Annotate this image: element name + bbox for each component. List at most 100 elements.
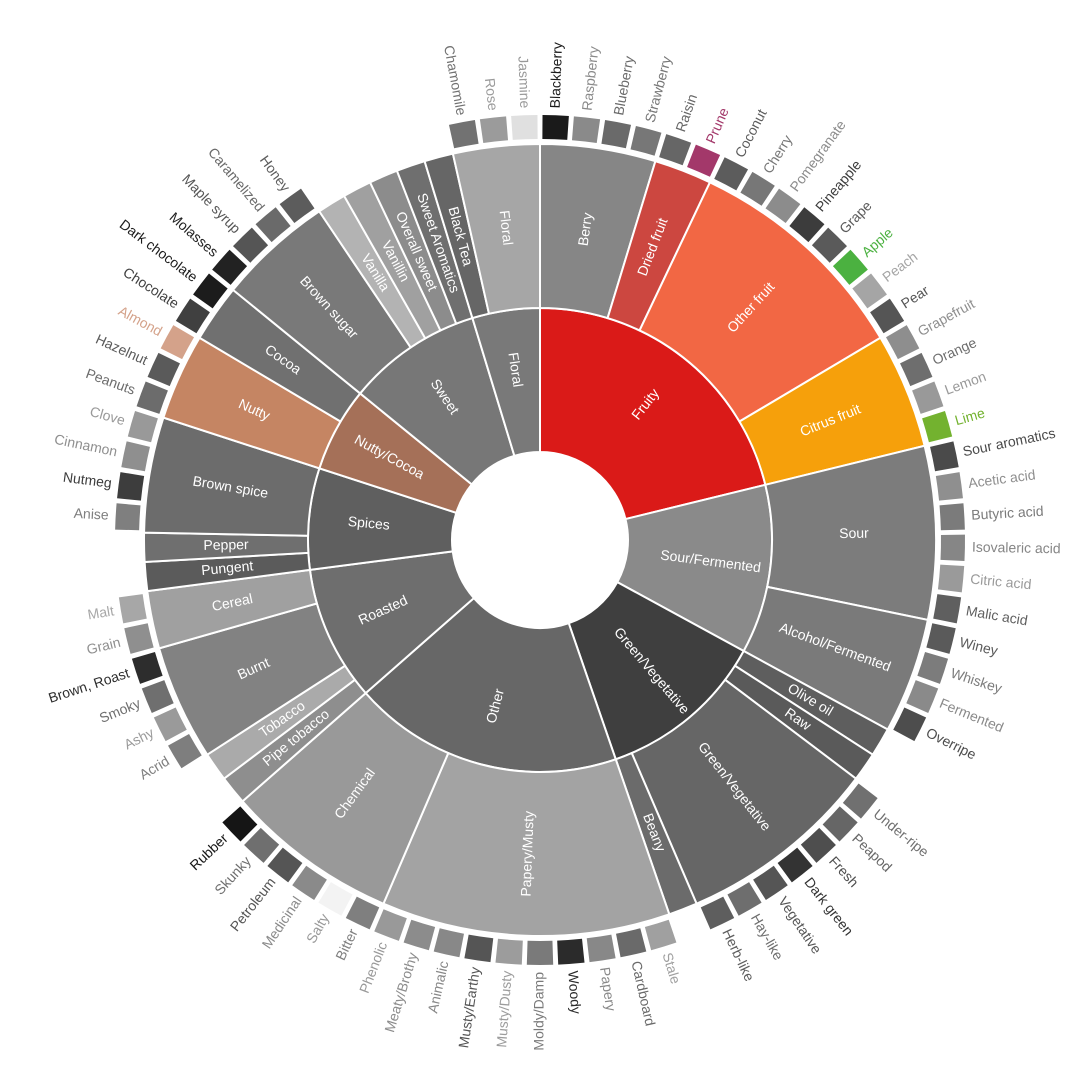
flavor-label: Acrid [136, 753, 172, 783]
flavor-tile [118, 594, 147, 624]
flavor-tile [318, 882, 353, 916]
flavor-label: Medicinal [258, 893, 304, 951]
flavor-tile [232, 227, 269, 263]
flavor-tile [557, 938, 585, 965]
flavor-label: Cinnamon [53, 431, 119, 460]
flavor-label: Cardboard [628, 959, 658, 1027]
flavor-label: Citric acid [970, 571, 1033, 593]
flavor-tile [832, 249, 868, 285]
flavor-label: Acetic acid [967, 466, 1036, 491]
flavor-tile [852, 273, 887, 309]
flavor-tile [279, 188, 315, 224]
flavor-label: Musty/Earthy [455, 966, 483, 1049]
flavor-tile [448, 120, 479, 149]
flavor-tile [153, 707, 187, 742]
flavor-tile [345, 896, 380, 930]
flavor-tile [526, 940, 554, 965]
flavor-label: Woody [565, 970, 584, 1014]
flavor-label: Nutmeg [62, 469, 113, 491]
flavor-label: Hazelnut [93, 331, 150, 368]
flavor-tile [930, 441, 959, 472]
flavor-tile [740, 171, 775, 206]
flavor-tile [714, 157, 749, 191]
flavor-tile [687, 144, 721, 177]
flavor-label: Winey [958, 634, 1000, 659]
flavor-tile [255, 207, 291, 243]
flavor-tile [141, 680, 174, 713]
flavor-tile [616, 928, 647, 958]
flavor-tile [495, 938, 523, 965]
flavor-label: Clove [88, 403, 127, 428]
flavor-tile [131, 652, 163, 684]
flavor-tile [906, 680, 939, 713]
flavor-label: Smoky [97, 695, 143, 726]
flavor-tile [601, 120, 632, 149]
flavor-tile [222, 806, 258, 842]
flavor-label: Ashy [121, 724, 156, 752]
flavor-tile [175, 298, 210, 334]
category-label: Floral [505, 351, 526, 388]
subcategory-label: Sour [839, 525, 869, 542]
flavor-tile [842, 783, 878, 819]
flavor-tile [939, 503, 965, 531]
flavor-label: Malt [86, 602, 115, 622]
flavor-tile [935, 472, 963, 501]
flavor-tile [127, 411, 158, 443]
flavor-tile [193, 273, 228, 309]
flavor-label: Honey [257, 152, 294, 194]
flavor-label: Peach [879, 248, 920, 285]
flavor-label: Strawberry [642, 55, 675, 125]
flavor-label: Phenolic [356, 939, 390, 995]
flavor-label: Malic acid [965, 602, 1029, 628]
flavor-label: Peanuts [84, 365, 138, 398]
flavor-tile [168, 733, 202, 769]
flavor-tile [160, 325, 195, 360]
flavor-label: Grapefruit [915, 295, 977, 339]
flavor-tile [822, 806, 858, 842]
flavor-label: Brown, Roast [46, 665, 131, 706]
flavor-tile [912, 381, 944, 414]
flavor-tile [115, 503, 141, 531]
flavor-label: Rose [482, 77, 502, 111]
flavor-tile [433, 928, 464, 958]
flavor-label: Meaty/Brothy [381, 951, 420, 1035]
flavor-tile [933, 594, 962, 624]
flavor-tile [147, 352, 180, 387]
flavor-label: Fermented [937, 695, 1006, 735]
flavor-tile [403, 919, 436, 951]
flavor-tile [644, 919, 677, 951]
flavor-tile [244, 827, 280, 863]
flavor-label: Raspberry [579, 45, 602, 111]
flavor-label: Anise [73, 505, 109, 523]
flavor-label: Isovaleric acid [972, 539, 1061, 557]
flavor-label: Butyric acid [971, 503, 1044, 523]
flavor-label: Hay-like [748, 911, 787, 963]
flavor-tile [753, 865, 788, 901]
flavor-label: Jasmine [515, 56, 533, 109]
flavor-label: Peapod [849, 830, 895, 875]
flavor-tile [900, 352, 933, 387]
subcategory-label: Floral [497, 209, 517, 246]
flavor-label: Lime [953, 404, 987, 428]
flavor-label: Musty/Dusty [493, 970, 515, 1048]
category-label: Spices [347, 513, 390, 533]
flavor-label: Lemon [942, 368, 988, 398]
flavor-tile [212, 249, 248, 285]
flavor-label: Sour aromatics [961, 425, 1056, 460]
flavor-label: Blackberry [547, 42, 565, 109]
flavor-label: Grape [836, 197, 875, 236]
flavor-tile [374, 909, 407, 941]
flavor-tile [893, 707, 927, 742]
flavor-label: Overripe [924, 724, 979, 762]
flavor-tile [777, 847, 813, 883]
flavor-tile [464, 934, 494, 963]
flavor-tile [917, 652, 949, 684]
flavor-tile [765, 188, 801, 224]
flavor-label: Herb-like [719, 926, 758, 984]
flavor-tile [542, 115, 569, 140]
flavor-label: Whiskey [949, 665, 1004, 697]
flavor-tile [940, 534, 966, 562]
flavor-label: Papery [597, 966, 619, 1012]
subcategory-wedge [451, 142, 541, 315]
